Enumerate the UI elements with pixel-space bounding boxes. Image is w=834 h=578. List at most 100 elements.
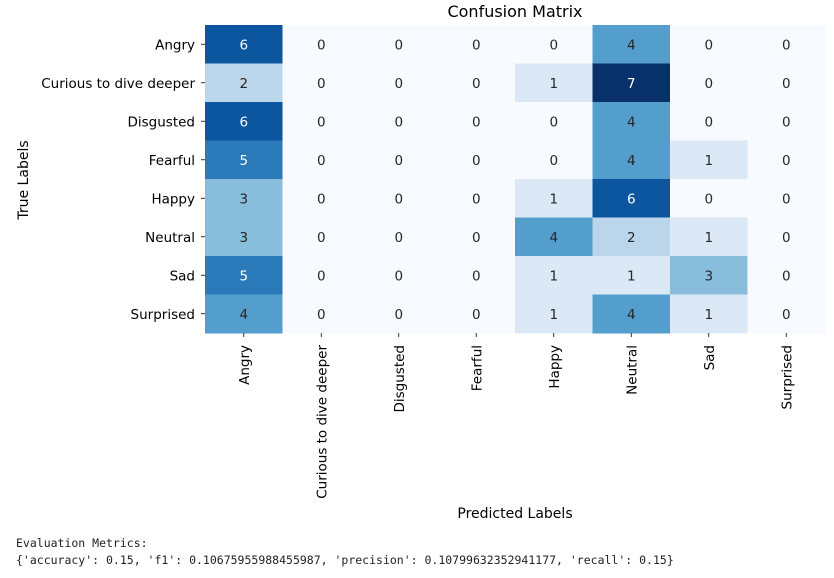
heatmap-cell-r5-c2 [360,217,438,257]
heatmap-cell-r5-c5 [592,217,671,257]
heatmap-cell-r1-c0 [205,63,283,103]
heatmap-cell-r5-c0 [205,217,283,257]
heatmap-cell-r2-c5 [592,102,671,141]
heatmap-value-r4-c5: 6 [627,191,636,207]
col-tick-label-2: Disgusted [392,345,408,413]
heatmap-value-r0-c1: 0 [317,37,326,53]
heatmap-value-r3-c4: 0 [549,153,558,169]
heatmap-value-r1-c4: 1 [549,76,558,92]
heatmap-value-r3-c7: 0 [782,153,791,169]
heatmap-value-r1-c2: 0 [394,76,403,92]
heatmap-cell-r3-c5 [592,140,671,180]
heatmap-cell-r3-c7 [747,140,826,180]
heatmap-cell-r3-c2 [360,140,438,180]
heatmap-value-r6-c2: 0 [394,268,403,284]
heatmap-cell-r1-c5 [592,63,671,103]
heatmap-cell-r4-c2 [360,179,438,218]
heatmap-value-r2-c3: 0 [472,114,481,130]
row-tick-label-3: Fearful [149,153,195,169]
heatmap-cell-r3-c6 [670,140,748,180]
heatmap-value-r7-c6: 1 [704,307,713,323]
row-tick-labels: Angry Curious to dive deeper Disgusted Fear… [41,37,205,323]
heatmap-cell-r2-c3 [437,102,516,141]
heatmap-cell-r1-c1 [282,63,361,103]
heatmap-value-r5-c1: 0 [317,230,326,246]
heatmap-value-r7-c4: 1 [549,307,558,323]
heatmap-cell-r5-c3 [437,217,516,257]
heatmap-value-r7-c3: 0 [472,307,481,323]
col-tick-label-0: Angry [237,345,253,385]
heatmap-cell-r4-c3 [437,179,516,218]
heatmap-value-r5-c6: 1 [704,230,713,246]
heatmap-cell-r7-c3 [437,294,516,334]
heatmap-value-r0-c0: 6 [239,37,248,53]
heatmap-cell-r7-c7 [747,294,826,334]
metrics-heading: Evaluation Metrics: [16,536,148,550]
heatmap-cell-r2-c6 [670,102,748,141]
heatmap-value-r0-c7: 0 [782,37,791,53]
heatmap-value-r3-c5: 4 [627,153,636,169]
heatmap-value-r7-c7: 0 [782,307,791,323]
row-tick-label-7: Surprised [131,307,195,323]
heatmap-value-r7-c5: 4 [627,307,636,323]
heatmap-cell-r7-c1 [282,294,361,334]
heatmap-cell-r5-c7 [747,217,826,257]
row-tick-label-4: Happy [151,191,195,207]
heatmap-cell-r1-c2 [360,63,438,103]
heatmap-value-r5-c5: 2 [627,230,636,246]
heatmap-value-r4-c6: 0 [704,191,713,207]
heatmap-value-r3-c2: 0 [394,153,403,169]
heatmap-cell-r1-c6 [670,63,748,103]
heatmap-value-r6-c1: 0 [317,268,326,284]
heatmap-value-r0-c6: 0 [704,37,713,53]
heatmap-cell-r6-c0 [205,256,283,295]
heatmap-cell-r0-c0 [205,25,283,64]
heatmap-value-r2-c7: 0 [782,114,791,130]
heatmap-value-r5-c7: 0 [782,230,791,246]
x-axis-label: Predicted Labels [457,506,572,522]
heatmap-value-r3-c3: 0 [472,153,481,169]
heatmap-cell-r1-c3 [437,63,516,103]
heatmap-value-r7-c1: 0 [317,307,326,323]
heatmap-value-r4-c1: 0 [317,191,326,207]
heatmap-value-r1-c7: 0 [782,76,791,92]
heatmap-value-r6-c0: 5 [239,268,248,284]
heatmap-value-r4-c7: 0 [782,191,791,207]
heatmap-cell-r5-c6 [670,217,748,257]
evaluation-metrics: Evaluation Metrics: {'accuracy': 0.15, 'f… [16,535,674,569]
heatmap-cell-r2-c7 [747,102,826,141]
heatmap-value-r4-c0: 3 [239,191,248,207]
heatmap-cell-r0-c4 [515,25,593,64]
heatmap-value-r0-c3: 0 [472,37,481,53]
y-axis-label: True Labels [16,140,32,220]
heatmap-cell-r7-c2 [360,294,438,334]
heatmap-cell-r4-c6 [670,179,748,218]
row-tick-label-5: Neutral [145,230,195,246]
metrics-values: {'accuracy': 0.15, 'f1': 0.1067595598845… [16,553,674,567]
heatmap-cell-r7-c6 [670,294,748,334]
heatmap-value-r3-c0: 5 [239,153,248,169]
heatmap-value-r0-c2: 0 [394,37,403,53]
heatmap-cell-r6-c4 [515,256,593,295]
heatmap-cell-r6-c3 [437,256,516,295]
col-tick-label-4: Happy [547,345,563,389]
heatmap-cell-r2-c2 [360,102,438,141]
col-tick-label-7: Surprised [779,345,795,409]
row-tick-label-2: Disgusted [127,114,195,130]
heatmap-value-r1-c0: 2 [239,76,248,92]
heatmap-value-r1-c5: 7 [627,76,636,92]
row-tick-label-0: Angry [155,37,195,53]
heatmap-cell-r0-c6 [670,25,748,64]
heatmap-value-r2-c2: 0 [394,114,403,130]
row-tick-label-6: Sad [170,268,195,284]
heatmap-cell-r0-c7 [747,25,826,64]
heatmap-value-r2-c6: 0 [704,114,713,130]
chart-title: Confusion Matrix [447,2,582,21]
heatmap-cell-r7-c5 [592,294,671,334]
heatmap-cell-r2-c0 [205,102,283,141]
heatmap-cell-r1-c4 [515,63,593,103]
heatmap-cell-r7-c4 [515,294,593,334]
heatmap-cell-r0-c1 [282,25,361,64]
heatmap-value-r5-c4: 4 [549,230,558,246]
col-tick-label-5: Neutral [624,345,640,395]
